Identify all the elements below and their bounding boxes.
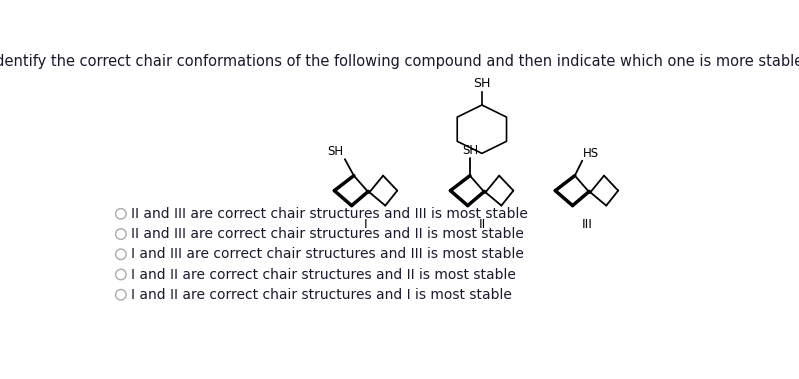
Text: Identify the correct chair conformations of the following compound and then indi: Identify the correct chair conformations… <box>0 54 799 69</box>
Text: SH: SH <box>328 146 344 158</box>
Text: HS: HS <box>583 147 599 160</box>
Text: II: II <box>479 218 486 230</box>
Text: I and II are correct chair structures and II is most stable: I and II are correct chair structures an… <box>131 268 516 282</box>
Text: I and III are correct chair structures and III is most stable: I and III are correct chair structures a… <box>131 247 524 261</box>
Text: I and II are correct chair structures and I is most stable: I and II are correct chair structures an… <box>131 288 512 302</box>
Text: SH: SH <box>462 144 478 157</box>
Text: SH: SH <box>473 77 491 90</box>
Text: I: I <box>364 218 368 230</box>
Text: II and III are correct chair structures and II is most stable: II and III are correct chair structures … <box>131 227 524 241</box>
Text: II and III are correct chair structures and III is most stable: II and III are correct chair structures … <box>131 207 528 221</box>
Text: III: III <box>582 218 592 230</box>
